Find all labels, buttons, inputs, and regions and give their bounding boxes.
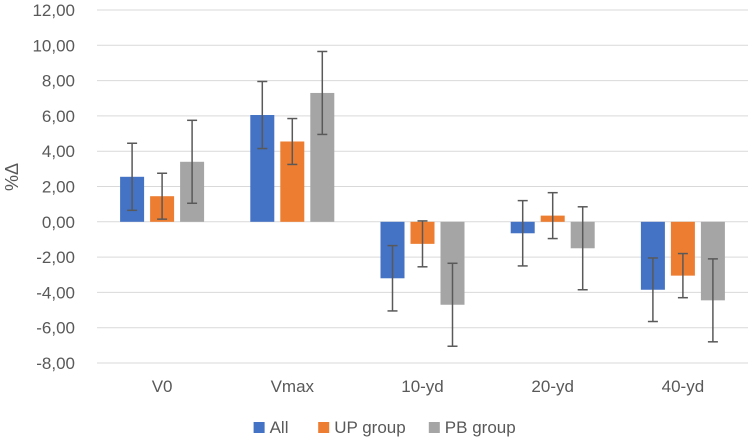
error-bar [417, 220, 428, 268]
y-axis-ticks: -8,00 -6,00 -4,00 -2,00 0,00 2,00 4,00 6,00 8,00… [32, 1, 75, 373]
error-bar [127, 142, 138, 212]
error-bar [517, 199, 528, 267]
legend-swatch [253, 422, 265, 433]
error-bar [547, 191, 558, 240]
error-bar [387, 244, 398, 312]
y-tick-label: -4,00 [36, 283, 75, 302]
y-tick-label: 0,00 [42, 213, 75, 232]
legend-item-pb-group: PB group [428, 418, 516, 437]
x-category-label: Vmax [271, 377, 315, 396]
bar-all-vmax [250, 115, 275, 222]
x-axis-categories: V0 Vmax 10-yd 20-yd 40-yd [152, 377, 704, 396]
legend-item-up-group: UP group [318, 418, 406, 437]
error-bar [647, 257, 658, 323]
x-category-label: V0 [152, 377, 173, 396]
y-tick-label: -8,00 [36, 354, 75, 373]
error-bar [707, 258, 718, 343]
error-bar [677, 252, 688, 299]
y-tick-label: 6,00 [42, 107, 75, 126]
error-bar [447, 262, 458, 347]
legend-swatch [318, 422, 330, 433]
legend-item-all: All [253, 418, 289, 437]
y-tick-label: -6,00 [36, 319, 75, 338]
legend-label: UP group [334, 418, 406, 437]
x-category-label: 20-yd [531, 377, 574, 396]
y-tick-label: 8,00 [42, 72, 75, 91]
y-tick-label: -2,00 [36, 248, 75, 267]
y-axis-title: %Δ [2, 163, 22, 191]
legend: All UP group PB group [253, 418, 516, 437]
y-tick-label: 10,00 [32, 36, 75, 55]
error-bar [257, 80, 268, 150]
error-bar [187, 119, 198, 205]
y-tick-label: 12,00 [32, 1, 75, 20]
error-bar [287, 117, 298, 166]
legend-swatch [428, 422, 440, 433]
y-tick-label: 2,00 [42, 178, 75, 197]
error-bars [127, 50, 718, 347]
error-bar [157, 172, 168, 220]
error-bar [317, 50, 328, 136]
error-bar [577, 206, 588, 291]
x-category-label: 10-yd [401, 377, 444, 396]
legend-label: All [270, 418, 289, 437]
legend-label: PB group [445, 418, 516, 437]
x-category-label: 40-yd [662, 377, 705, 396]
y-tick-label: 4,00 [42, 142, 75, 161]
bars [120, 92, 725, 305]
